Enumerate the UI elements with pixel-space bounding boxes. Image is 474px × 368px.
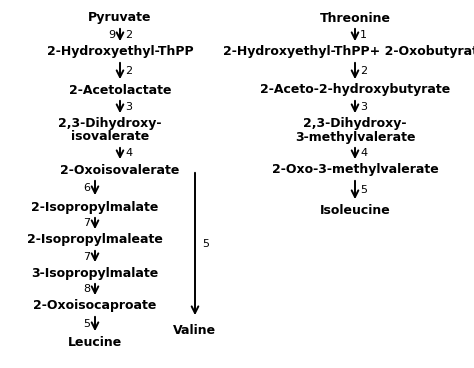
Text: 7: 7 [83, 251, 90, 262]
Text: Isoleucine: Isoleucine [319, 204, 391, 216]
Text: 2-Isopropylmaleate: 2-Isopropylmaleate [27, 234, 163, 247]
Text: 2-Isopropylmalate: 2-Isopropylmalate [31, 201, 159, 213]
Text: 2: 2 [125, 30, 132, 40]
Text: 5: 5 [202, 239, 209, 249]
Text: 3: 3 [125, 102, 132, 112]
Text: 5: 5 [83, 319, 90, 329]
Text: 8: 8 [83, 284, 90, 294]
Text: 4: 4 [125, 149, 132, 159]
Text: 3-methylvalerate: 3-methylvalerate [295, 131, 415, 144]
Text: 3-Isopropylmalate: 3-Isopropylmalate [31, 266, 159, 280]
Text: 2: 2 [125, 66, 132, 76]
Text: 9: 9 [108, 30, 115, 40]
Text: 2-Oxo-3-methylvalerate: 2-Oxo-3-methylvalerate [272, 163, 438, 177]
Text: Leucine: Leucine [68, 336, 122, 348]
Text: 2-Oxoisocaproate: 2-Oxoisocaproate [33, 300, 157, 312]
Text: 2,3-Dihydroxy-: 2,3-Dihydroxy- [58, 117, 162, 131]
Text: 2-Hydroxyethyl-ThPP: 2-Hydroxyethyl-ThPP [46, 46, 193, 59]
Text: Pyruvate: Pyruvate [88, 11, 152, 25]
Text: 2-Oxoisovalerate: 2-Oxoisovalerate [60, 163, 180, 177]
Text: 2-Aceto-2-hydroxybutyrate: 2-Aceto-2-hydroxybutyrate [260, 84, 450, 96]
Text: 2-Hydroxyethyl-ThPP+ 2-Oxobutyrate: 2-Hydroxyethyl-ThPP+ 2-Oxobutyrate [223, 46, 474, 59]
Text: Threonine: Threonine [319, 11, 391, 25]
Text: 2-Acetolactate: 2-Acetolactate [69, 84, 171, 96]
Text: isovalerate: isovalerate [71, 131, 149, 144]
Text: 5: 5 [360, 185, 367, 195]
Text: 1: 1 [360, 30, 367, 40]
Text: 3: 3 [360, 102, 367, 112]
Text: 2: 2 [360, 66, 367, 76]
Text: Valine: Valine [173, 323, 217, 336]
Text: 6: 6 [83, 183, 90, 193]
Text: 7: 7 [83, 219, 90, 229]
Text: 4: 4 [360, 149, 367, 159]
Text: 2,3-Dihydroxy-: 2,3-Dihydroxy- [303, 117, 407, 131]
